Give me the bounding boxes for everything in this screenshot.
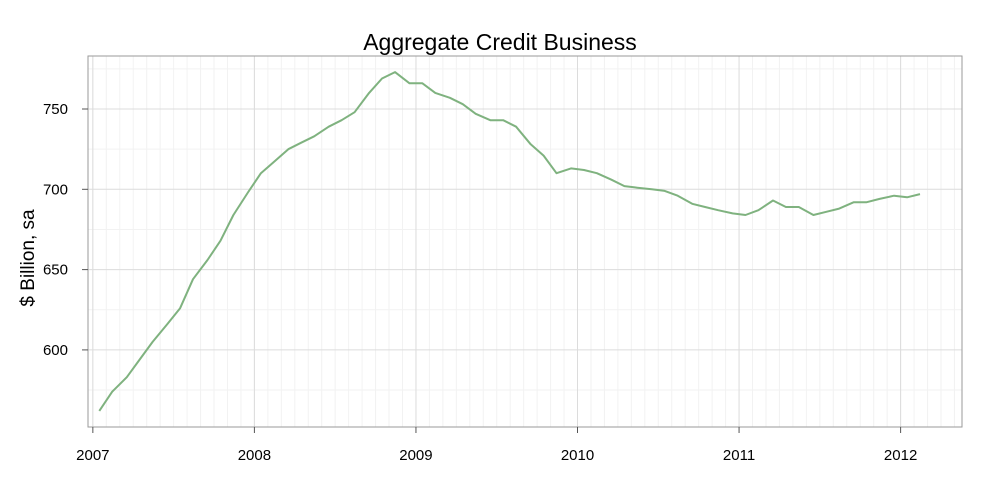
y-tick-label: 750: [43, 101, 68, 118]
major-gridlines: [88, 56, 962, 427]
x-tick-label: 2008: [238, 447, 271, 464]
x-tick-label: 2011: [723, 447, 755, 464]
plot-frame: [87, 55, 963, 428]
x-axis: 2007 2008 2009 2010 2011 2012: [76, 427, 917, 464]
x-tick-label: 2007: [76, 447, 109, 464]
y-axis-label: $ Billion, sa: [18, 209, 39, 307]
y-tick-label: 600: [43, 342, 68, 359]
y-axis: 600 650 700 750: [43, 101, 88, 359]
y-tick-label: 700: [43, 181, 68, 198]
x-tick-label: 2010: [561, 447, 594, 464]
series-line: [98, 71, 921, 412]
x-tick-label: 2009: [399, 447, 432, 464]
y-tick-label: 650: [43, 262, 68, 279]
chart-title: Aggregate Credit Business: [363, 29, 637, 55]
x-tick-label: 2012: [884, 447, 917, 464]
